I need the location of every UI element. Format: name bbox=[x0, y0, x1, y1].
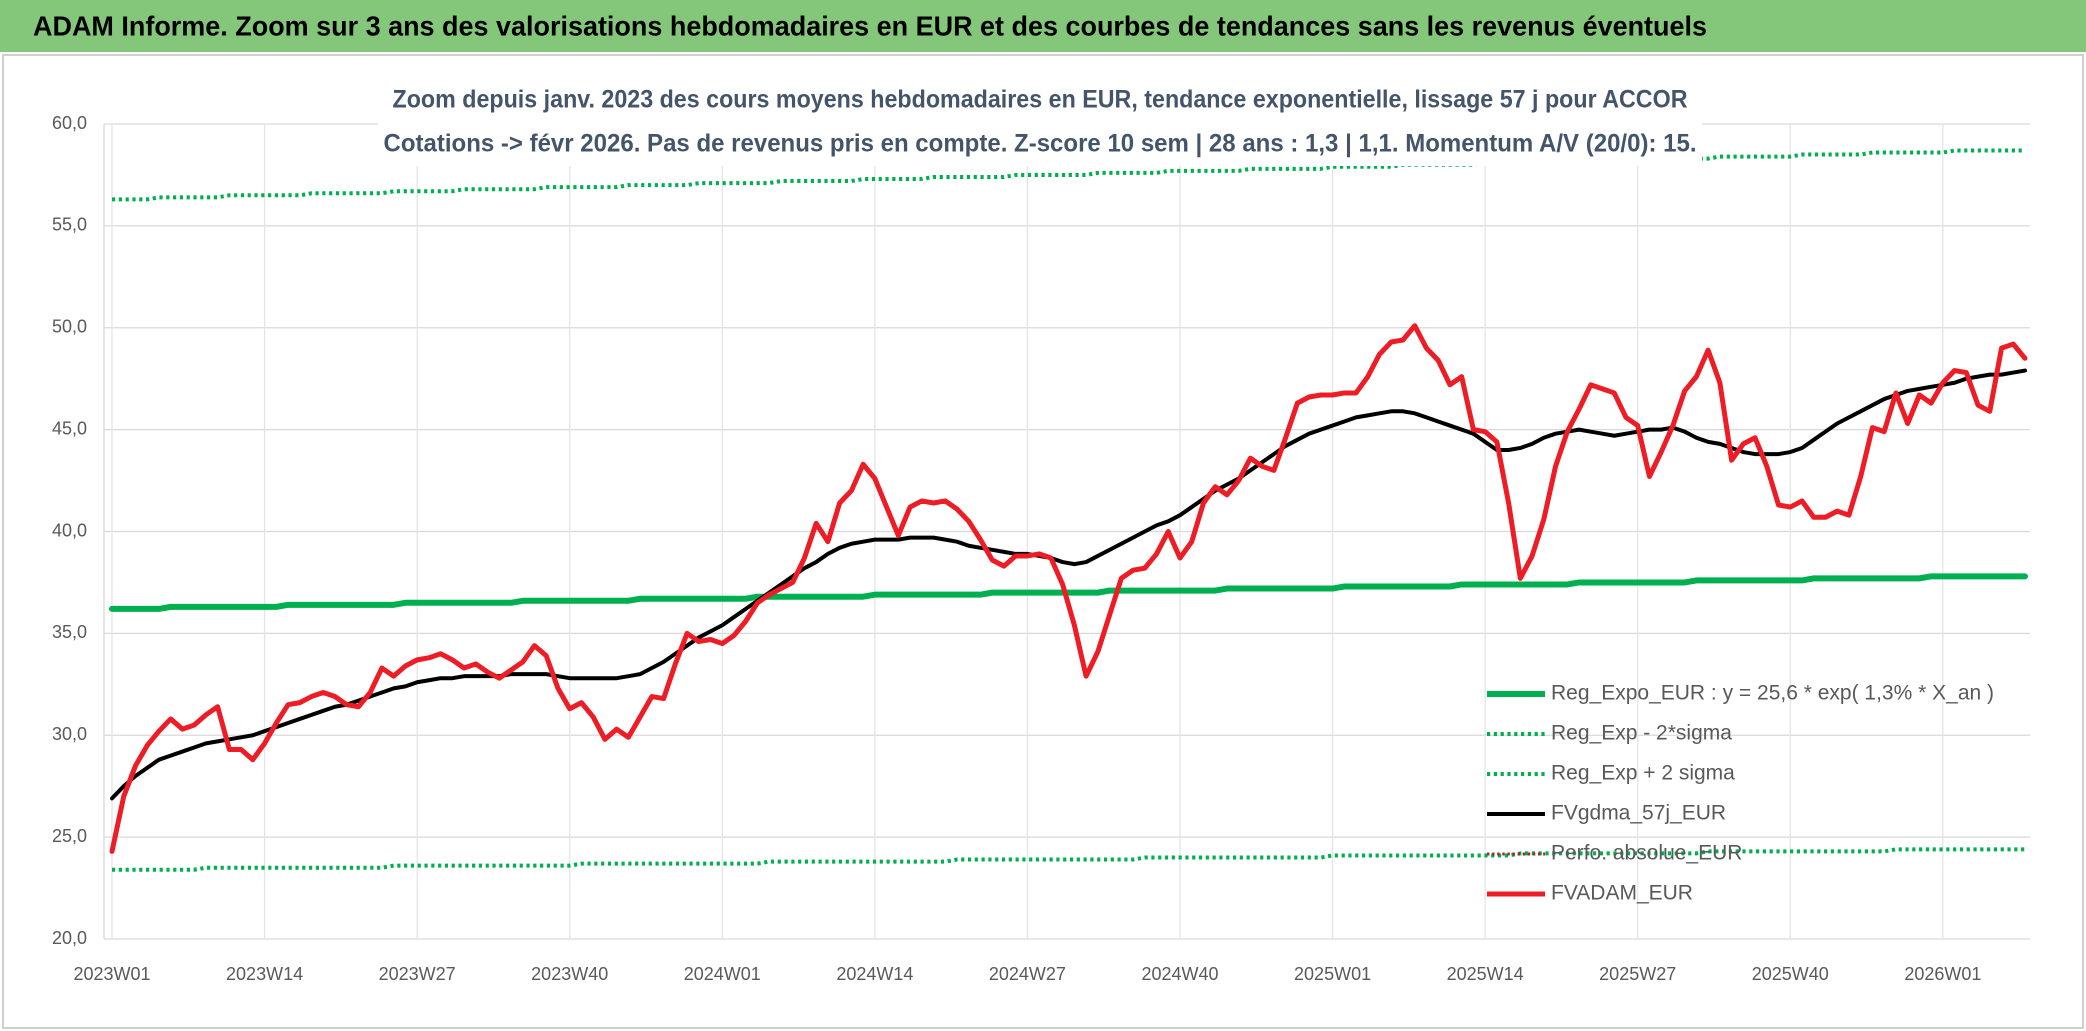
legend-label: Reg_Exp - 2*sigma bbox=[1551, 722, 1732, 745]
legend-label: Reg_Exp + 2 sigma bbox=[1551, 762, 1735, 785]
chart-subtitle: Zoom depuis janv. 2023 des cours moyens … bbox=[393, 86, 1688, 114]
x-tick-label: 2024W27 bbox=[989, 964, 1066, 984]
plot-lines bbox=[109, 148, 2028, 872]
x-tick-label: 2024W01 bbox=[684, 964, 761, 984]
y-tick-label: 40,0 bbox=[52, 520, 87, 540]
grid bbox=[104, 123, 2030, 940]
y-tick-label: 45,0 bbox=[52, 418, 87, 438]
x-tick-label: 2025W14 bbox=[1447, 964, 1524, 984]
x-tick-label: 2023W27 bbox=[379, 964, 456, 984]
chart-frame bbox=[2, 54, 2084, 1029]
y-tick-label: 30,0 bbox=[52, 724, 87, 744]
chart-title: ADAM Informe. Zoom sur 3 ans des valoris… bbox=[33, 10, 1707, 41]
legend-label: FVgdma_57j_EUR bbox=[1551, 802, 1726, 825]
series-line bbox=[109, 573, 2028, 612]
x-tick-label: 2026W01 bbox=[1904, 964, 1981, 984]
subtitle-background bbox=[378, 80, 1702, 166]
x-tick-label: 2025W27 bbox=[1599, 964, 1676, 984]
legend: Reg_Expo_EUR : y = 25,6 * exp( 1,3% * X_… bbox=[1487, 682, 1994, 905]
chart-subtitle: Cotations -> févr 2026. Pas de revenus p… bbox=[384, 130, 1697, 158]
y-tick-label: 35,0 bbox=[52, 622, 87, 642]
legend-label: Reg_Expo_EUR : y = 25,6 * exp( 1,3% * X_… bbox=[1551, 682, 1994, 705]
legend-label: Perfo. absolue_EUR bbox=[1551, 842, 1742, 865]
title-bar bbox=[0, 0, 2086, 52]
x-tick-label: 2025W01 bbox=[1294, 964, 1371, 984]
x-tick-label: 2023W01 bbox=[73, 964, 150, 984]
series-line bbox=[109, 323, 2028, 854]
series-line bbox=[110, 368, 2027, 801]
y-tick-label: 50,0 bbox=[52, 317, 87, 337]
x-tick-label: 2024W14 bbox=[836, 964, 913, 984]
x-tick-label: 2023W40 bbox=[531, 964, 608, 984]
y-tick-label: 25,0 bbox=[52, 826, 87, 846]
legend-label: FVADAM_EUR bbox=[1551, 882, 1693, 905]
y-tick-label: 60,0 bbox=[52, 113, 87, 133]
x-tick-label: 2025W40 bbox=[1752, 964, 1829, 984]
x-tick-label: 2023W14 bbox=[226, 964, 303, 984]
x-tick-label: 2024W40 bbox=[1141, 964, 1218, 984]
axes: 20,0 25,0 30,0 35,0 40,0 45,0 50,0 55,0 60,0 2023… bbox=[52, 113, 1981, 984]
y-tick-label: 20,0 bbox=[52, 928, 87, 948]
y-tick-label: 55,0 bbox=[52, 215, 87, 235]
